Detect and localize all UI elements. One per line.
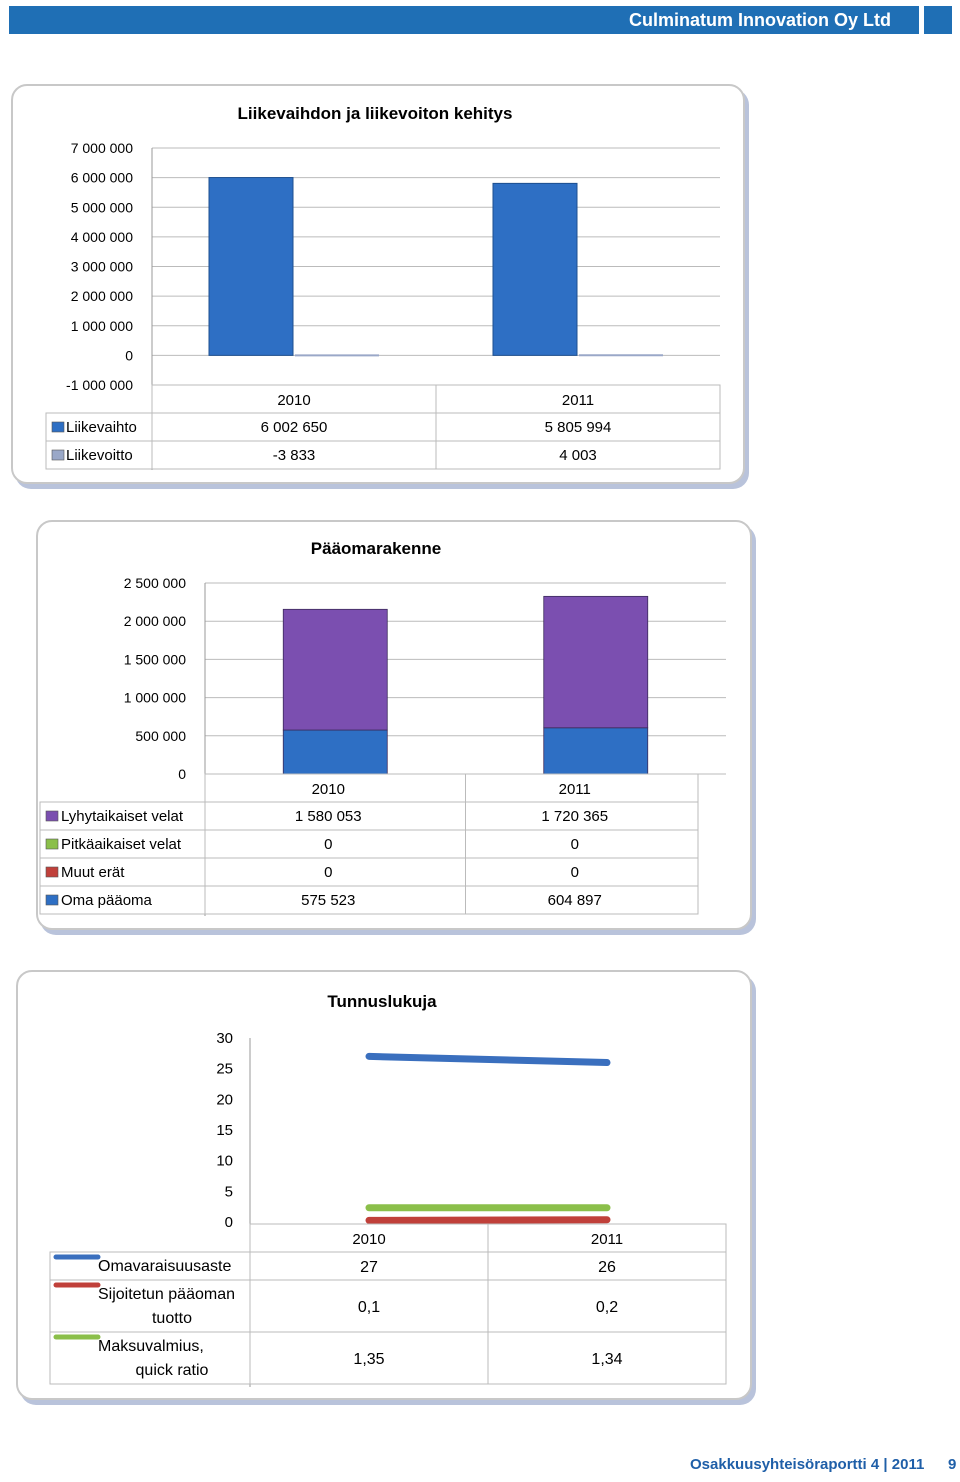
table-header-row [204, 773, 699, 803]
y-tick-label: 500 000 [135, 728, 186, 744]
data-value: 26 [598, 1259, 616, 1276]
chart-title: Liikevaihdon ja liikevoiton kehitys [238, 104, 513, 123]
legend-swatch [51, 421, 65, 433]
series-name: Lyhytaikaiset velat [61, 808, 184, 825]
data-value: 4 003 [559, 447, 597, 464]
y-tick-label: 6 000 000 [71, 170, 133, 186]
y-tick-label: 3 000 000 [71, 259, 133, 275]
series-name: Oma pääoma [61, 892, 153, 909]
series-name: quick ratio [136, 1362, 209, 1379]
data-point [605, 1218, 609, 1222]
series-name: Maksuvalmius, [98, 1338, 204, 1355]
y-tick-label: 1 500 000 [124, 651, 186, 667]
data-point [605, 1061, 609, 1065]
x-category-label: 2010 [277, 392, 310, 409]
data-point [367, 1218, 371, 1222]
data-value: 0 [571, 864, 579, 881]
data-point [367, 1054, 371, 1058]
y-tick-label: 1 000 000 [71, 318, 133, 334]
x-category-label: 2011 [559, 781, 591, 798]
series-name: Omavaraisuusaste [98, 1258, 231, 1275]
bar [492, 182, 578, 356]
page-number: 9 [948, 1456, 957, 1473]
legend-swatch [45, 810, 59, 822]
capital-structure-chart: Pääomarakenne 2 500 000 2 000 000 1 500 000… [39, 539, 726, 916]
bar [579, 354, 663, 357]
y-tick-label: 5 000 000 [71, 199, 133, 215]
chart-title: Pääomarakenne [311, 539, 441, 558]
data-value: 1 580 053 [295, 808, 362, 825]
data-value: 5 805 994 [545, 419, 612, 436]
table-row [45, 440, 721, 470]
y-tick-label: 2 000 000 [124, 613, 186, 629]
data-value: 604 897 [548, 892, 602, 909]
legend-swatch [45, 894, 59, 906]
data-value: 1 720 365 [541, 808, 608, 825]
y-tick-label: 0 [125, 347, 133, 363]
y-tick-label: 5 [225, 1183, 233, 1200]
series-name: Muut erät [61, 864, 125, 881]
series-line [365, 1052, 611, 1067]
x-category-label: 2010 [352, 1231, 385, 1248]
data-value: 0 [571, 836, 579, 853]
x-category-label: 2011 [591, 1231, 623, 1248]
bar [295, 354, 379, 357]
legend-swatch [45, 838, 59, 850]
stacked-bar-segment [543, 727, 649, 775]
series-name: Liikevaihto [66, 419, 137, 436]
series-name: Liikevoitto [66, 447, 133, 464]
data-value: 575 523 [301, 892, 355, 909]
header-square [924, 6, 952, 34]
y-tick-label: -1 000 000 [66, 377, 133, 393]
y-tick-label: 2 500 000 [124, 575, 186, 591]
company-name: Culminatum Innovation Oy Ltd [629, 10, 891, 30]
y-tick-label: 30 [216, 1030, 233, 1047]
x-category-label: 2011 [562, 392, 594, 409]
y-tick-label: 7 000 000 [71, 140, 133, 156]
y-tick-label: 2 000 000 [71, 288, 133, 304]
data-value: 27 [360, 1259, 378, 1276]
series-line [365, 1216, 611, 1224]
data-value: 1,35 [353, 1351, 384, 1368]
data-value: 0,2 [596, 1299, 618, 1316]
y-tick-label: 0 [225, 1214, 233, 1231]
chart-title: Tunnuslukuja [327, 992, 437, 1011]
data-point [605, 1206, 609, 1210]
y-tick-label: 10 [216, 1153, 233, 1170]
header-bar: Culminatum Innovation Oy Ltd [9, 6, 919, 34]
table-row [39, 857, 699, 887]
data-value: 0 [324, 836, 332, 853]
table-row [45, 412, 721, 442]
stacked-bar-segment [543, 595, 649, 729]
report-footer: Osakkuusyhteisöraportti 4 | 2011 [690, 1456, 925, 1473]
data-value: 6 002 650 [261, 419, 328, 436]
y-tick-label: 25 [216, 1061, 233, 1078]
data-value: 0,1 [358, 1299, 380, 1316]
chart-panel-revenue [11, 84, 745, 484]
bar [208, 177, 294, 356]
y-tick-label: 15 [216, 1122, 233, 1139]
data-value: 0 [324, 864, 332, 881]
y-tick-label: 4 000 000 [71, 229, 133, 245]
series-name: Pitkäaikaiset velat [61, 836, 182, 853]
data-value: -3 833 [273, 447, 316, 464]
x-category-label: 2010 [312, 781, 345, 798]
y-tick-label: 20 [216, 1091, 233, 1108]
series-name: Sijoitetun pääoman [98, 1286, 235, 1303]
table-row [49, 1331, 727, 1385]
table-row [39, 885, 699, 915]
y-tick-label: 0 [178, 766, 186, 782]
legend-swatch [45, 866, 59, 878]
stacked-bar-segment [282, 608, 388, 731]
data-point [367, 1206, 371, 1210]
y-tick-label: 1 000 000 [124, 690, 186, 706]
data-value: 1,34 [591, 1351, 622, 1368]
stacked-bar-segment [282, 729, 388, 775]
key-ratios-chart: Tunnuslukuja 30 25 20 15 10 5 0 2010 2011 Omavarai… [49, 992, 727, 1387]
chart-panel-ratios [16, 970, 752, 1400]
series-name: tuotto [152, 1310, 192, 1327]
revenue-chart: Liikevaihdon ja liikevoiton kehitys 7 000… [45, 104, 721, 470]
legend-swatch [51, 449, 65, 461]
